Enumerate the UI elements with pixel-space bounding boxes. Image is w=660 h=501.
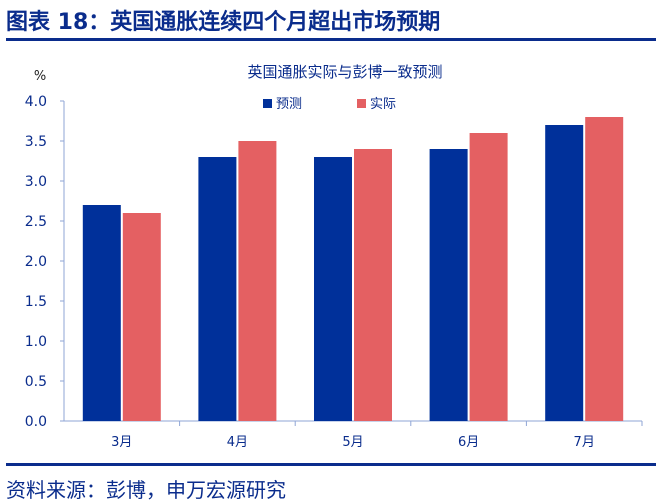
y-axis-unit: % bbox=[34, 69, 46, 84]
y-tick-label: 1.0 bbox=[25, 334, 47, 350]
legend-swatch bbox=[357, 99, 366, 108]
figure-title: 图表 18：英国通胀连续四个月超出市场预期 bbox=[6, 10, 441, 35]
x-tick-label: 5月 bbox=[342, 435, 363, 450]
y-tick-label: 3.0 bbox=[25, 174, 47, 190]
bar-forecast bbox=[198, 157, 237, 421]
y-tick-label: 2.5 bbox=[25, 214, 47, 230]
y-tick-label: 0.5 bbox=[25, 374, 47, 390]
bar-actual bbox=[469, 133, 508, 421]
y-tick-label: 2.0 bbox=[25, 254, 47, 270]
bar-forecast bbox=[545, 125, 584, 421]
bar-actual bbox=[354, 149, 392, 421]
x-tick-label: 7月 bbox=[574, 435, 595, 450]
bar-actual bbox=[585, 117, 624, 421]
chart-title: 英国通胀实际与彭博一致预测 bbox=[247, 63, 442, 81]
bar-chart: 英国通胀实际与彭博一致预测% 0.0 0.5 1.0 1.5 2.0 2.5 3.0 3.5 4.… bbox=[25, 63, 643, 450]
bar-forecast bbox=[82, 205, 121, 421]
bar-actual bbox=[122, 213, 161, 421]
x-tick-label: 4月 bbox=[227, 435, 248, 450]
x-tick-label: 3月 bbox=[111, 435, 132, 450]
bar-forecast bbox=[314, 157, 352, 421]
legend-label: 实际 bbox=[370, 97, 396, 112]
y-tick-label: 4.0 bbox=[25, 94, 47, 110]
footer-divider bbox=[6, 463, 656, 466]
y-tick-label: 3.5 bbox=[25, 134, 47, 150]
y-tick-label: 0.0 bbox=[25, 414, 47, 430]
bar-actual bbox=[238, 141, 277, 421]
bar-forecast bbox=[429, 149, 468, 421]
x-tick-label: 6月 bbox=[458, 435, 479, 450]
legend-swatch bbox=[263, 99, 272, 108]
legend-label: 预测 bbox=[276, 97, 302, 112]
title-divider bbox=[6, 38, 656, 41]
source-note: 资料来源：彭博，申万宏源研究 bbox=[6, 478, 286, 501]
y-tick-label: 1.5 bbox=[25, 294, 47, 310]
